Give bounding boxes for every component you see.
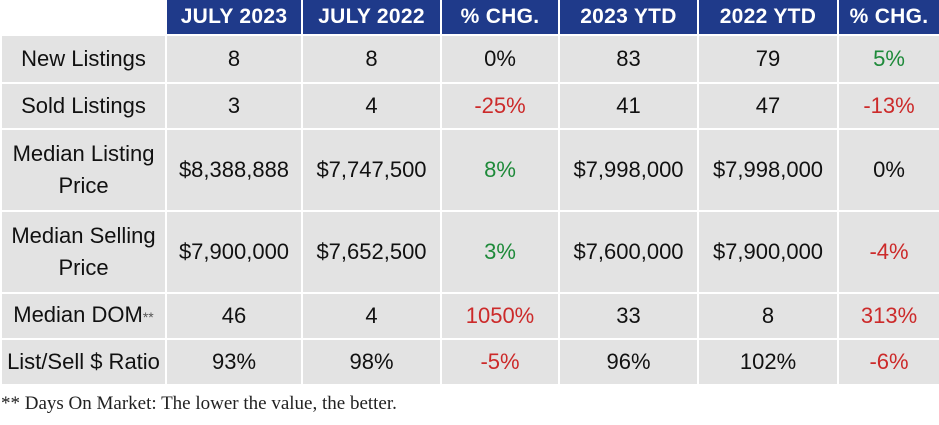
cell-2022-ytd: 79 bbox=[697, 34, 839, 84]
cell-2022-ytd: 47 bbox=[697, 82, 839, 130]
cell-july-2022: 4 bbox=[301, 292, 442, 340]
cell-2023-ytd: 33 bbox=[558, 292, 699, 340]
cell-july-2022: 98% bbox=[301, 338, 442, 386]
row-label-text: New Listings bbox=[21, 46, 146, 71]
market-stats-table: JULY 2023 JULY 2022 % CHG. 2023 YTD 2022… bbox=[0, 0, 939, 386]
cell-july-2022: $7,652,500 bbox=[301, 210, 442, 294]
cell-monthly-change: 3% bbox=[440, 210, 560, 294]
row-label-text: Sold Listings bbox=[21, 93, 146, 118]
row-label-text: Median DOM bbox=[13, 302, 143, 327]
cell-2023-ytd: 83 bbox=[558, 34, 699, 84]
footnote-marker: ** bbox=[142, 309, 154, 325]
table-row: Median Listing Price $8,388,888 $7,747,5… bbox=[0, 128, 939, 212]
cell-2023-ytd: $7,998,000 bbox=[558, 128, 699, 212]
table-row: New Listings 8 8 0% 83 79 5% bbox=[0, 34, 939, 84]
cell-2023-ytd: 41 bbox=[558, 82, 699, 130]
cell-2022-ytd: 8 bbox=[697, 292, 839, 340]
table-row: Median DOM** 46 4 1050% 33 8 313% bbox=[0, 292, 939, 340]
cell-july-2023: 93% bbox=[165, 338, 303, 386]
header-2022-ytd: 2022 YTD bbox=[697, 0, 839, 36]
header-2023-ytd: 2023 YTD bbox=[558, 0, 699, 36]
row-label-sold-listings: Sold Listings bbox=[0, 82, 167, 130]
cell-monthly-change: 1050% bbox=[440, 292, 560, 340]
cell-july-2023: 46 bbox=[165, 292, 303, 340]
cell-july-2022: 8 bbox=[301, 34, 442, 84]
cell-2022-ytd: $7,900,000 bbox=[697, 210, 839, 294]
cell-2023-ytd: $7,600,000 bbox=[558, 210, 699, 294]
header-july-2023: JULY 2023 bbox=[165, 0, 303, 36]
cell-monthly-change: 8% bbox=[440, 128, 560, 212]
row-label-text: Median Listing Price bbox=[12, 141, 155, 198]
header-row: JULY 2023 JULY 2022 % CHG. 2023 YTD 2022… bbox=[1, 0, 939, 36]
cell-ytd-change: -13% bbox=[837, 82, 939, 130]
cell-july-2022: $7,747,500 bbox=[301, 128, 442, 212]
cell-july-2022: 4 bbox=[301, 82, 442, 130]
header-blank-cell bbox=[1, 0, 166, 35]
table-row: Median Selling Price $7,900,000 $7,652,5… bbox=[0, 210, 939, 294]
cell-2023-ytd: 96% bbox=[558, 338, 699, 386]
cell-ytd-change: 0% bbox=[837, 128, 939, 212]
row-label-new-listings: New Listings bbox=[0, 34, 167, 84]
cell-ytd-change: -4% bbox=[837, 210, 939, 294]
cell-ytd-change: -6% bbox=[837, 338, 939, 386]
cell-july-2023: 3 bbox=[165, 82, 303, 130]
row-label-median-listing-price: Median Listing Price bbox=[0, 128, 167, 212]
row-label-median-selling-price: Median Selling Price bbox=[0, 210, 167, 294]
cell-monthly-change: 0% bbox=[440, 34, 560, 84]
cell-july-2023: $7,900,000 bbox=[165, 210, 303, 294]
header-july-2022: JULY 2022 bbox=[301, 0, 442, 36]
cell-2022-ytd: $7,998,000 bbox=[697, 128, 839, 212]
table-row: List/Sell $ Ratio 93% 98% -5% 96% 102% -… bbox=[0, 338, 939, 386]
cell-monthly-change: -25% bbox=[440, 82, 560, 130]
cell-2022-ytd: 102% bbox=[697, 338, 839, 386]
row-label-text: List/Sell $ Ratio bbox=[7, 349, 160, 374]
footnote: ** Days On Market: The lower the value, … bbox=[1, 393, 397, 414]
row-label-list-sell-ratio: List/Sell $ Ratio bbox=[0, 338, 167, 386]
cell-july-2023: 8 bbox=[165, 34, 303, 84]
cell-ytd-change: 5% bbox=[837, 34, 939, 84]
cell-july-2023: $8,388,888 bbox=[165, 128, 303, 212]
cell-monthly-change: -5% bbox=[440, 338, 560, 386]
row-label-median-dom: Median DOM** bbox=[0, 292, 167, 340]
table-row: Sold Listings 3 4 -25% 41 47 -13% bbox=[0, 82, 939, 130]
cell-ytd-change: 313% bbox=[837, 292, 939, 340]
header-monthly-change: % CHG. bbox=[440, 0, 560, 36]
row-label-text: Median Selling Price bbox=[11, 223, 156, 280]
header-ytd-change: % CHG. bbox=[837, 0, 939, 36]
